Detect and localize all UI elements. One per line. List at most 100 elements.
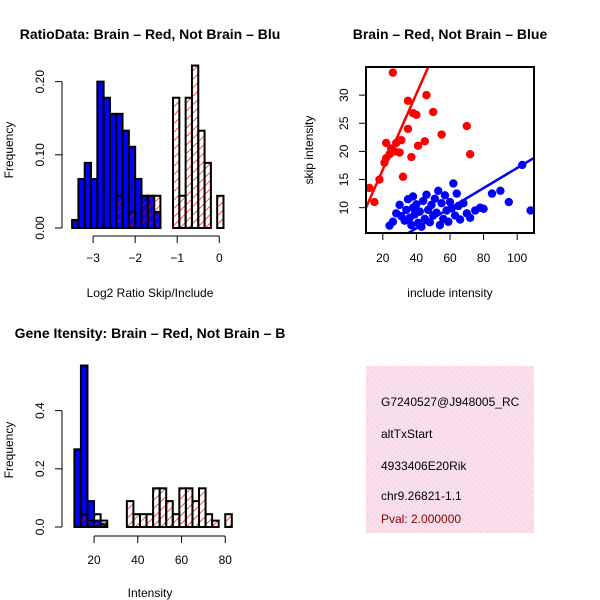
not-brain-point	[435, 220, 445, 230]
not-brain-point	[452, 189, 461, 198]
y-tick-label: 0.00	[33, 216, 47, 240]
info-event-type: altTxStart	[381, 427, 433, 441]
brain-bar	[224, 513, 233, 529]
x-tick-label: −2	[128, 251, 142, 265]
brain-bar	[172, 96, 181, 230]
y-tick-label: 0.20	[33, 70, 47, 94]
info-box: G7240527@J948005_RC altTxStart 4933406E2…	[366, 366, 534, 533]
not-brain-point	[388, 217, 398, 226]
not-brain-point	[402, 205, 411, 215]
not-brain-point	[479, 204, 488, 214]
not-brain-point	[459, 198, 468, 208]
not-brain-point	[418, 196, 428, 206]
info-pval: Pval: 2.000000	[381, 512, 461, 526]
intensity-histogram: Gene Itensity: Brain – Red, Not Brain – …	[2, 325, 285, 600]
brain-point	[370, 197, 379, 207]
brain-point	[398, 172, 408, 181]
y-tick-label: 0.0	[33, 518, 47, 535]
brain-bar	[216, 194, 225, 230]
brain-point	[413, 141, 423, 150]
brain-point	[429, 107, 438, 117]
y-tick-label: 0.4	[33, 402, 47, 419]
not-brain-point	[437, 198, 446, 208]
scatter-plot: Brain – Red, Not Brain – Blue 20 40 60 80 10…	[302, 26, 547, 300]
not-brain-point	[415, 207, 424, 216]
brain-point	[403, 96, 413, 105]
not-brain-point	[487, 189, 497, 198]
scatter-x-label: include intensity	[407, 286, 492, 300]
not-brain-point	[417, 222, 426, 232]
brain-point	[407, 152, 416, 162]
x-tick-label: 60	[443, 251, 457, 265]
brain-bar	[203, 161, 212, 229]
x-tick-label: 60	[175, 553, 189, 567]
brain-point	[381, 138, 391, 148]
intensity-bars	[73, 364, 233, 529]
brain-point	[403, 124, 413, 134]
not-brain-point	[434, 186, 443, 195]
info-gene-name: 4933406E20Rik	[381, 459, 467, 473]
ratio-bars	[71, 64, 225, 230]
not-brain-point	[455, 215, 465, 224]
y-tick-label: 15	[337, 173, 351, 187]
not-brain-point	[447, 204, 456, 213]
not-brain-point	[518, 160, 527, 170]
brain-point	[420, 137, 429, 146]
brain-bar	[99, 519, 109, 528]
brain-fit-line	[366, 67, 430, 209]
brain-point	[366, 183, 374, 193]
intensity-x-label: Intensity	[128, 586, 173, 600]
y-tick-label: 20	[337, 144, 351, 158]
brain-point	[465, 150, 475, 159]
info-probe-id: G7240527@J948005_RC	[381, 395, 520, 409]
y-tick-label: 25	[337, 116, 351, 130]
intensity-axes: 20 40 60 80 0.0 0.2 0.4	[33, 402, 232, 567]
not-brain-point	[449, 179, 458, 188]
ratio-chart-title: RatioData: Brain – Red, Not Brain – Blu	[20, 26, 281, 42]
scatter-y-label: skip intensity	[302, 116, 316, 185]
not-brain-point	[432, 208, 441, 217]
x-tick-label: 0	[216, 251, 223, 265]
not-brain-point	[526, 206, 534, 215]
brain-point	[422, 90, 431, 100]
brain-bar	[115, 194, 124, 230]
brain-point	[375, 175, 384, 184]
intensity-y-label: Frequency	[2, 422, 16, 479]
brain-bar	[153, 194, 162, 230]
x-tick-label: −1	[170, 251, 184, 265]
ratio-histogram: RatioData: Brain – Red, Not Brain – Blu …	[2, 26, 280, 300]
not-brain-point	[408, 192, 418, 201]
x-tick-label: 20	[376, 251, 390, 265]
x-tick-label: 80	[477, 251, 491, 265]
info-box-background	[366, 366, 534, 533]
x-tick-label: 40	[131, 553, 145, 567]
brain-point	[397, 135, 406, 145]
x-tick-label: 40	[410, 251, 424, 265]
x-tick-label: −3	[86, 251, 100, 265]
brain-point	[412, 110, 421, 120]
not-brain-point	[422, 190, 431, 199]
not-brain-point	[444, 217, 453, 226]
y-tick-label: 0.2	[33, 460, 47, 477]
y-tick-label: 0.10	[33, 143, 47, 167]
ratio-y-label: Frequency	[2, 122, 16, 179]
brain-point	[437, 130, 446, 139]
brain-bar	[127, 210, 137, 229]
not-brain-point	[425, 218, 435, 227]
brain-point	[395, 148, 404, 157]
not-brain-point	[504, 197, 513, 207]
scatter-points	[366, 67, 534, 233]
not-brain-point	[465, 213, 475, 223]
brain-point	[462, 121, 471, 131]
not-brain-point	[407, 220, 416, 230]
not-brain-point	[440, 191, 450, 200]
ratio-x-label: Log2 Ratio Skip/Include	[87, 286, 214, 300]
ratio-axes: −3 −2 −1 0 0.00 0.10 0.20	[33, 70, 223, 265]
brain-bar	[198, 487, 207, 528]
brain-bar	[211, 519, 220, 528]
x-tick-label: 20	[87, 553, 101, 567]
not-brain-point	[430, 194, 440, 203]
not-brain-point	[427, 200, 436, 210]
x-tick-label: 80	[219, 553, 233, 567]
